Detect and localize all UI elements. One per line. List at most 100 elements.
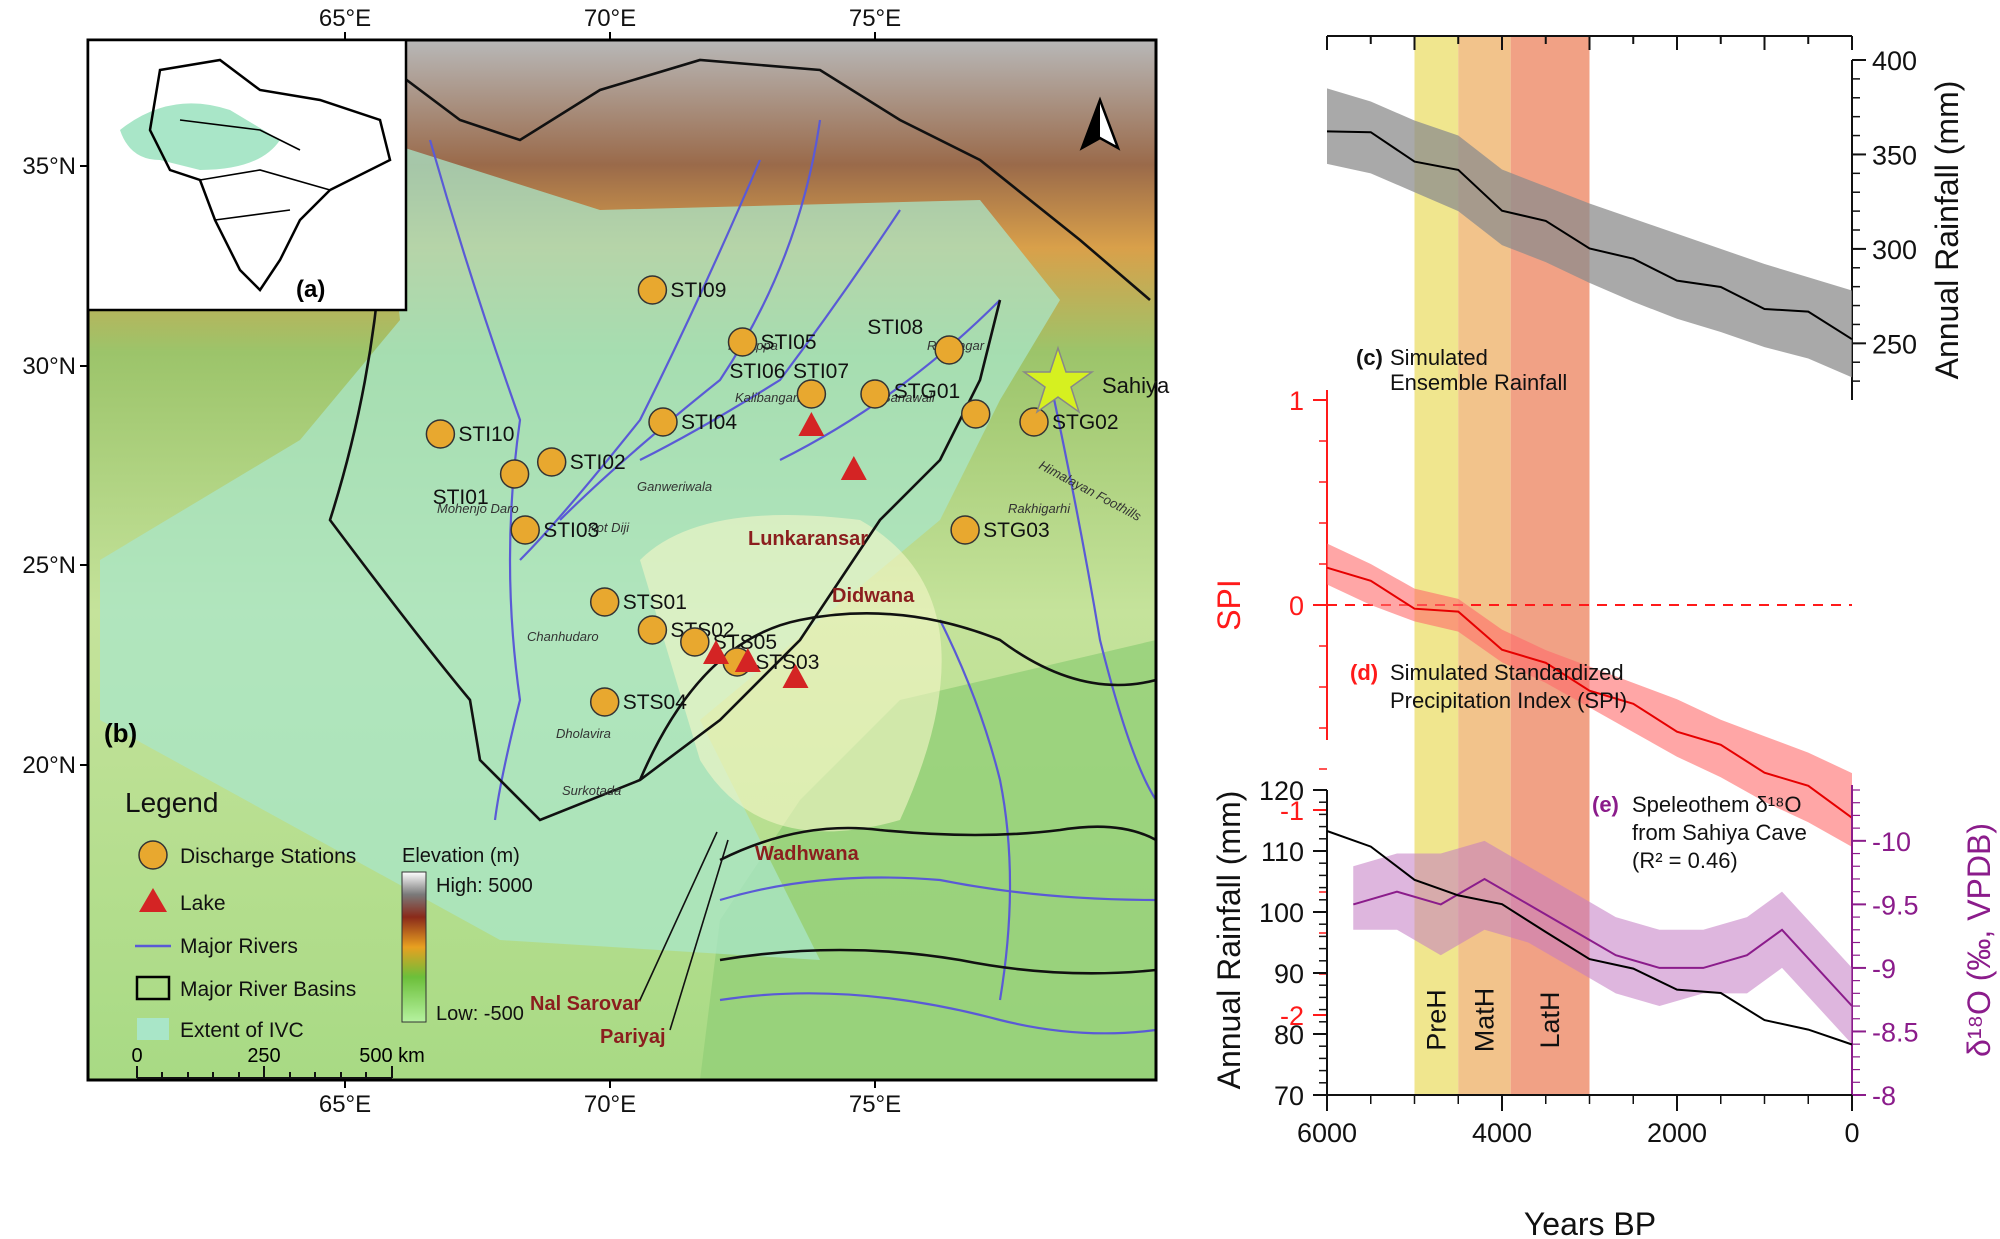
peninsula-terrain bbox=[700, 640, 1156, 1080]
rainfall-e-tick-label: 80 bbox=[1274, 1020, 1304, 1050]
station-label-sti01: STI01 bbox=[433, 486, 489, 509]
lakes: Lunkaransar Didwana Wadhwana Nal Sarovar Par… bbox=[530, 412, 915, 1048]
station-label-sti06: STI06 bbox=[729, 360, 785, 383]
site-name-mohenjo-daro: Mohenjo Daro bbox=[437, 501, 519, 516]
rainfall-mean-line bbox=[1326, 130, 1853, 341]
north-arrow-icon bbox=[1079, 96, 1121, 151]
station-marker-sti01 bbox=[499, 459, 530, 489]
rainfall-e-tick-label: 90 bbox=[1274, 959, 1304, 989]
rainfall-axis-ticks: 250 300 350 400 bbox=[1852, 46, 1917, 382]
station-label-sti03: STI03 bbox=[543, 519, 599, 542]
panel-c-label: (c) bbox=[1356, 345, 1383, 370]
lake-label-didwana: Didwana bbox=[832, 585, 915, 607]
d18o-tick-label: -10 bbox=[1872, 827, 1911, 857]
spi-tick-label: 1 bbox=[1289, 386, 1304, 416]
sahiya-label: Sahiya bbox=[1102, 373, 1170, 398]
sahiya-cave-marker: Sahiya bbox=[1021, 345, 1170, 414]
station-marker-stg02 bbox=[1019, 407, 1049, 437]
legend-ivc-box bbox=[137, 1018, 169, 1040]
station-label-sts04: STS04 bbox=[623, 691, 688, 714]
panel-c-caption-2: Ensemble Rainfall bbox=[1390, 370, 1567, 395]
period-label-lath: LatH bbox=[1535, 991, 1565, 1048]
station-marker-stg03 bbox=[950, 515, 980, 545]
station-marker-sti05 bbox=[727, 327, 758, 357]
rainfall-e-tick-label: 70 bbox=[1274, 1081, 1304, 1111]
station-label-sti07: STI07 bbox=[793, 360, 849, 383]
d18o-tick-label: -8 bbox=[1872, 1081, 1896, 1111]
lake-label-pariyaj: Pariyaj bbox=[600, 1026, 666, 1048]
d18o-tick-label: -9 bbox=[1872, 954, 1896, 984]
map-graticule bbox=[80, 32, 876, 1088]
station-marker-sts04 bbox=[589, 687, 620, 717]
years-bp-axis-title: Years BP bbox=[1524, 1206, 1656, 1239]
spi-axis-ticks: -2 -1 0 1 bbox=[1280, 386, 1327, 1031]
top-time-axis-ticks bbox=[1326, 36, 1853, 50]
panel-e-caption-3: (R² = 0.46) bbox=[1632, 848, 1738, 873]
station-label-sti10: STI10 bbox=[458, 423, 514, 446]
d18o-tick-label: -9.5 bbox=[1872, 890, 1919, 920]
rainfall-uncertainty-band bbox=[1327, 88, 1852, 378]
lake-marker-nal-sarovar bbox=[703, 640, 729, 664]
d18o-mean-line bbox=[1353, 877, 1853, 1007]
scale-500: 500 km bbox=[359, 1045, 425, 1067]
lake-pointer-lines bbox=[639, 831, 729, 1031]
map-panel: 65°E 70°E 75°E 65°E 70°E 75°E 35°N 30°N … bbox=[22, 5, 1170, 1118]
panel-d-label: (d) bbox=[1350, 660, 1378, 685]
legend-title: Legend bbox=[125, 787, 218, 818]
panel-c-caption-1: Simulated bbox=[1390, 345, 1488, 370]
lon-tick-bottom-3: 75°E bbox=[849, 1091, 901, 1118]
station-label-sti02: STI02 bbox=[570, 451, 626, 474]
years-tick-label: 0 bbox=[1844, 1118, 1859, 1148]
lake-marker-didwana bbox=[840, 456, 867, 480]
panel-d-caption-1: Simulated Standardized bbox=[1390, 660, 1624, 685]
rainfall-tick-label-300: 300 bbox=[1872, 235, 1917, 265]
panel-e-label: (e) bbox=[1592, 792, 1619, 817]
rainfall-tick-label-350: 350 bbox=[1872, 140, 1917, 170]
site-name-ganweriwala: Ganweriwala bbox=[637, 479, 712, 494]
period-label-preh: PreH bbox=[1421, 989, 1451, 1051]
legend-station-marker bbox=[138, 840, 168, 870]
spi-tick-label: -1 bbox=[1280, 796, 1304, 826]
station-marker-sti09 bbox=[637, 275, 668, 305]
lon-tick-top-3: 75°E bbox=[849, 5, 901, 32]
legend-item-basins: Major River Basins bbox=[180, 978, 356, 1001]
legend-item-stations: Discharge Stations bbox=[180, 845, 356, 868]
station-marker-sts01 bbox=[589, 587, 620, 617]
rainfall-axis-title: Annual Rainfall (mm) bbox=[1929, 81, 1965, 380]
spi-mean-line bbox=[1326, 566, 1853, 819]
station-marker-sts05 bbox=[680, 627, 710, 657]
lon-tick-bottom-2: 70°E bbox=[584, 1091, 636, 1118]
years-tick-label: 2000 bbox=[1647, 1118, 1707, 1148]
panel-d-caption-2: Precipitation Index (SPI) bbox=[1390, 688, 1627, 713]
map-frame bbox=[86, 38, 1158, 1082]
rainfall-panel: 250 300 350 400 Annual Rainfall (mm) (c) Si… bbox=[1326, 46, 1965, 400]
station-marker-sti02 bbox=[536, 447, 567, 477]
site-name-banawali: Banawali bbox=[882, 390, 936, 405]
lake-label-lunkaransar: Lunkaransar bbox=[748, 528, 868, 550]
spi-tick-label: -2 bbox=[1280, 1001, 1304, 1031]
legend-item-rivers: Major Rivers bbox=[180, 935, 298, 958]
timeseries-panels: PreH MatH LatH 250 300 350 400 Annual Rainfal… bbox=[1211, 35, 1997, 1239]
lake-marker-lunkaransar bbox=[798, 412, 825, 436]
panel-e-caption-2: from Sahiya Cave bbox=[1632, 820, 1807, 845]
rainfall-e-axis-title: Annual Rainfall (mm) bbox=[1211, 791, 1247, 1090]
elevation-low: Low: -500 bbox=[436, 1003, 524, 1025]
station-marker-sti10 bbox=[425, 419, 456, 449]
station-marker-sti08 bbox=[934, 335, 964, 365]
scale-250: 250 bbox=[247, 1045, 280, 1067]
major-river-basins bbox=[328, 58, 1156, 975]
years-tick-label: 6000 bbox=[1297, 1118, 1357, 1148]
years-tick-label: 4000 bbox=[1472, 1118, 1532, 1148]
station-marker-sti03 bbox=[510, 515, 540, 545]
lat-tick-2: 30°N bbox=[22, 353, 76, 380]
rainfall-e-tick-label: 100 bbox=[1259, 898, 1304, 928]
site-name-kalibangan: Kalibangan bbox=[735, 390, 800, 405]
lake-marker-wadhwana bbox=[782, 664, 809, 688]
rainfall-e-tick-label: 110 bbox=[1261, 837, 1304, 867]
inset-label: (a) bbox=[296, 276, 325, 303]
station-label-stg01: STG01 bbox=[894, 380, 961, 403]
station-label-sts01: STS01 bbox=[623, 591, 687, 614]
station-marker-sti04 bbox=[648, 407, 678, 437]
elevation-high: High: 5000 bbox=[436, 875, 533, 897]
